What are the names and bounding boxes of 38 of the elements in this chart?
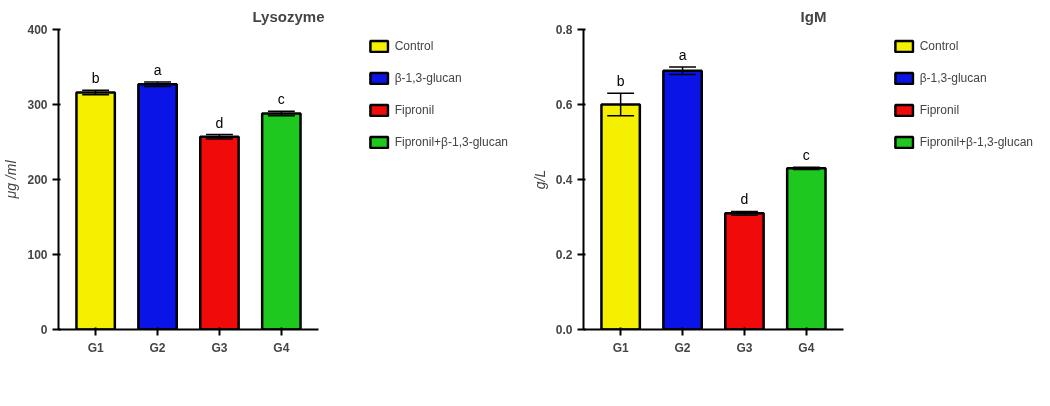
y-tick-label: 200: [27, 173, 48, 187]
legend-label: Fipronil+β-1,3-glucan: [919, 135, 1033, 149]
x-tick-label: G1: [612, 340, 629, 355]
annotation: c: [802, 147, 810, 164]
y-tick-label: 400: [27, 23, 48, 37]
x-tick-label: G2: [674, 340, 691, 355]
legend-label: β-1,3-glucan: [919, 71, 987, 85]
annotation: d: [740, 191, 749, 208]
x-tick-label: G3: [211, 340, 228, 355]
y-tick-label: 0.6: [555, 98, 573, 112]
legend-label: Control: [919, 39, 959, 53]
legend-label: Fipronil: [394, 103, 435, 117]
x-tick-label: G4: [798, 340, 815, 355]
legend-label: β-1,3-glucan: [394, 71, 462, 85]
legend-label: Fipronil: [919, 103, 960, 117]
x-tick-label: G2: [149, 340, 166, 355]
y-tick-label: 0.0: [555, 323, 573, 337]
y-tick-label: 0.8: [555, 23, 573, 37]
legend-label: Fipronil+β-1,3-glucan: [394, 135, 508, 149]
annotation: b: [616, 73, 625, 90]
annotation: a: [678, 47, 687, 63]
y-axis-title: μg /ml: [3, 159, 20, 200]
annotation: c: [277, 91, 285, 108]
x-tick-label: G1: [87, 340, 104, 355]
legend-label: Control: [394, 39, 434, 53]
annotation: b: [91, 70, 100, 87]
y-tick-label: 0.4: [555, 173, 573, 187]
annotation: d: [215, 114, 224, 131]
y-tick-label: 0: [40, 323, 48, 337]
x-tick-label: G4: [273, 340, 290, 355]
y-tick-label: 100: [27, 248, 48, 262]
chart-title: IgM: [800, 7, 827, 25]
y-tick-label: 300: [27, 98, 48, 112]
x-tick-label: G3: [736, 340, 753, 355]
annotation: a: [153, 62, 162, 78]
y-tick-label: 0.2: [555, 248, 573, 262]
chart-title: Lysozyme: [252, 7, 325, 25]
y-axis-title: g/L: [531, 169, 548, 190]
